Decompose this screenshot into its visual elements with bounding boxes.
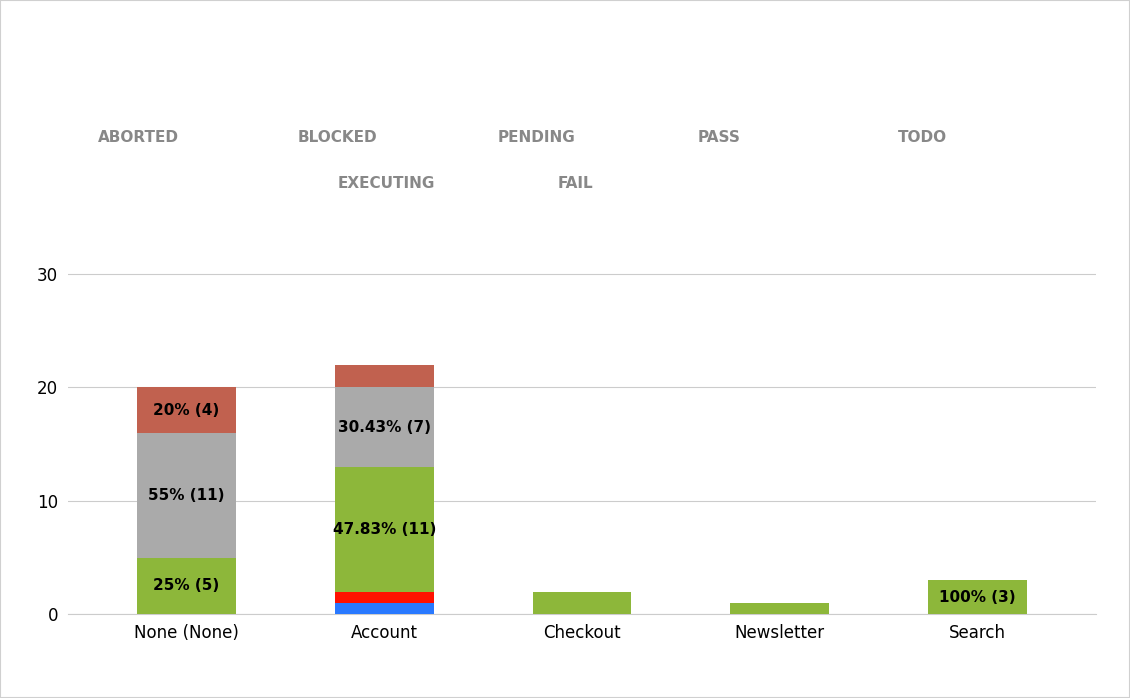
Text: 100% (3): 100% (3): [939, 590, 1016, 604]
Text: 30.43% (7): 30.43% (7): [338, 419, 431, 435]
Bar: [334, 467, 434, 592]
Text: 47.83% (11): 47.83% (11): [332, 521, 436, 537]
Bar: [928, 580, 1027, 614]
Text: ABORTED: ABORTED: [98, 130, 179, 144]
Bar: [137, 558, 236, 614]
Bar: [532, 592, 632, 614]
Text: 55% (11): 55% (11): [148, 488, 225, 503]
Text: FAIL: FAIL: [558, 177, 593, 191]
Text: Show as Table: Show as Table: [880, 60, 1035, 80]
Bar: [334, 364, 434, 387]
Text: 25% (5): 25% (5): [154, 579, 219, 593]
Text: PASS: PASS: [698, 130, 741, 144]
Text: PENDING: PENDING: [498, 130, 576, 144]
Bar: [730, 603, 829, 614]
Text: 20% (4): 20% (4): [154, 403, 219, 417]
Text: EXECUTING: EXECUTING: [338, 177, 435, 191]
Bar: [334, 592, 434, 603]
Text: TODO: TODO: [898, 130, 947, 144]
Bar: [137, 387, 236, 433]
Bar: [334, 603, 434, 614]
Text: BLOCKED: BLOCKED: [298, 130, 377, 144]
Bar: [137, 433, 236, 558]
Bar: [334, 387, 434, 467]
